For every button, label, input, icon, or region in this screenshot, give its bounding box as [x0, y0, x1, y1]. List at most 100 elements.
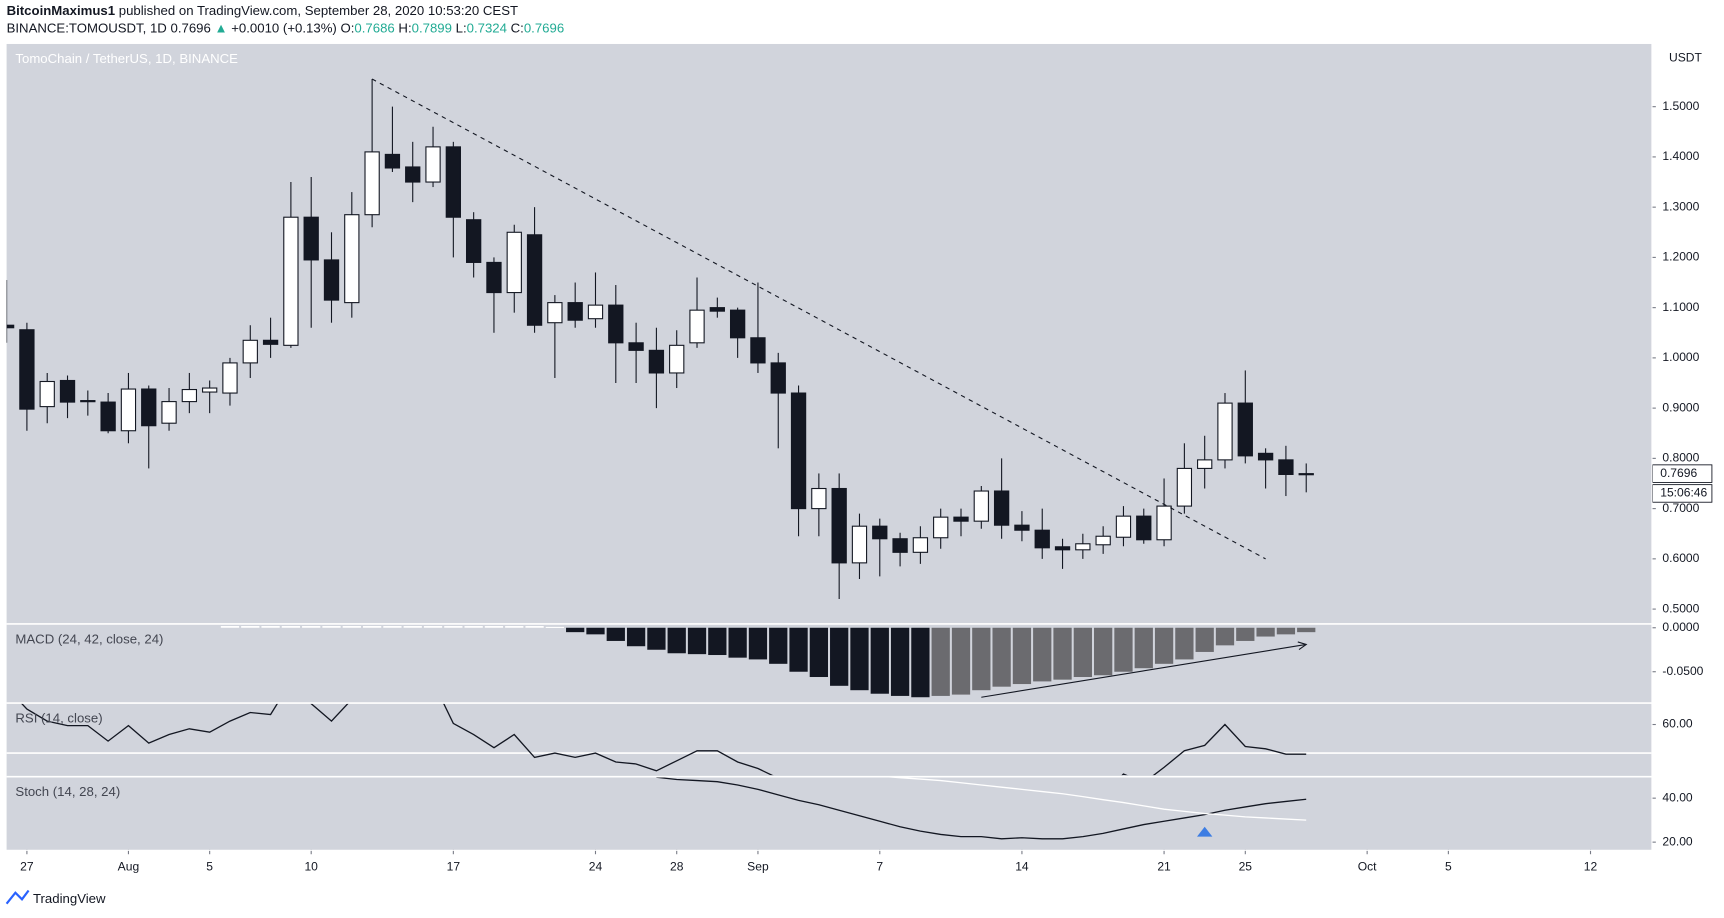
x-tick-label: Sep [747, 860, 769, 874]
candle-body [120, 388, 137, 432]
candle-body [770, 362, 786, 394]
footer-logo: TradingView [5, 889, 106, 906]
candle-body [973, 490, 989, 522]
candle-body [222, 362, 238, 394]
candle-body [161, 401, 177, 424]
candle-body [6, 324, 15, 329]
candle-body [750, 337, 766, 364]
histogram-bar [1114, 627, 1133, 672]
histogram-bar [1175, 627, 1194, 660]
histogram-bar [302, 625, 321, 628]
candle-body [19, 329, 35, 410]
histogram-bar [769, 627, 788, 664]
histogram-bar [667, 627, 686, 654]
candle-body [608, 304, 624, 344]
candle-body [1054, 546, 1071, 551]
candle-body [181, 388, 198, 403]
histogram-bar [1215, 627, 1235, 646]
y-tick-label: 1.1000 [1662, 300, 1699, 314]
candle-body [1298, 473, 1314, 476]
candle-body [872, 525, 888, 540]
y-tick-label: 60.00 [1662, 717, 1693, 731]
histogram-bar [687, 627, 707, 655]
indicator-line [656, 777, 1307, 840]
histogram-bar [525, 625, 544, 628]
histogram-bar [241, 625, 260, 628]
histogram-bar [444, 625, 463, 628]
candle-body [80, 400, 96, 403]
candle-body [1014, 524, 1030, 531]
candle-body [628, 342, 644, 351]
candle-body [303, 216, 319, 261]
x-tick-label: Oct [1358, 860, 1377, 874]
histogram-bar [951, 627, 971, 695]
candle-body [547, 302, 563, 324]
y-tick-label: 1.0000 [1662, 350, 1699, 364]
change: +0.0010 (+0.13%) [231, 21, 340, 36]
currency-label: USDT [1669, 50, 1703, 64]
candle-body [729, 309, 746, 339]
candle-body [283, 216, 299, 346]
candle-body [1217, 402, 1233, 461]
histogram-bar [1134, 627, 1153, 669]
logo-icon [5, 889, 30, 905]
histogram-bar [464, 625, 483, 628]
candle-body [526, 234, 543, 326]
candle-body [1176, 467, 1193, 507]
candle-body [39, 380, 55, 408]
candle-body [344, 214, 360, 304]
candle-body [202, 387, 218, 393]
histogram-bar [423, 625, 443, 628]
y-tick-label: 40.00 [1662, 790, 1693, 804]
histogram-bar [626, 627, 646, 647]
y-tick-label: 0.7000 [1662, 501, 1699, 515]
ohlc-value: 0.7686 [354, 21, 394, 36]
candle-body [100, 401, 116, 432]
x-tick-label: 17 [447, 860, 461, 874]
pane [6, 703, 1652, 776]
candle-body [689, 309, 705, 344]
candle-body [993, 490, 1010, 526]
candle-body [811, 487, 827, 510]
candle-body [323, 259, 340, 301]
y-tick-label: 20.00 [1662, 834, 1693, 848]
y-tick-label: 0.8000 [1662, 451, 1699, 465]
histogram-bar [931, 627, 950, 696]
y-tick-label: 0.6000 [1662, 551, 1699, 565]
candle-body [669, 344, 685, 374]
pane [220, 625, 1316, 698]
candle-body [851, 525, 868, 564]
candle-body [892, 538, 908, 553]
y-tick-label: 0.5000 [1662, 601, 1699, 615]
ohlc-label: C: [507, 21, 524, 36]
histogram-bar [220, 625, 240, 628]
histogram-bar [647, 627, 666, 650]
candle-body [953, 516, 969, 522]
candle-body [425, 146, 441, 183]
histogram-bar [484, 625, 504, 628]
histogram-bar [383, 625, 402, 628]
pane-title: Stoch (14, 28, 24) [15, 784, 120, 799]
histogram-bar [1276, 627, 1296, 635]
y-tick-label: 1.3000 [1662, 199, 1699, 213]
x-tick-label: 27 [20, 860, 34, 874]
x-tick-label: 28 [670, 860, 684, 874]
histogram-bar [1094, 627, 1113, 676]
candle-body [242, 339, 258, 364]
last-price-label: 0.7696 [1660, 466, 1697, 480]
change-arrow: ▲ [211, 21, 231, 36]
histogram-bar [586, 627, 605, 635]
trendline [981, 643, 1307, 698]
last-price: 0.7696 [170, 21, 210, 36]
y-tick-label: 0.0000 [1662, 620, 1699, 634]
candle-body [831, 487, 847, 564]
candle-body [405, 166, 421, 183]
y-tick-label: 1.2000 [1662, 250, 1699, 264]
x-tick-label: 24 [589, 860, 603, 874]
histogram-bar [789, 627, 808, 672]
candle-body [1197, 459, 1213, 469]
candle-body [1034, 529, 1050, 549]
candle-body [1278, 459, 1294, 475]
histogram-bar [870, 627, 889, 694]
